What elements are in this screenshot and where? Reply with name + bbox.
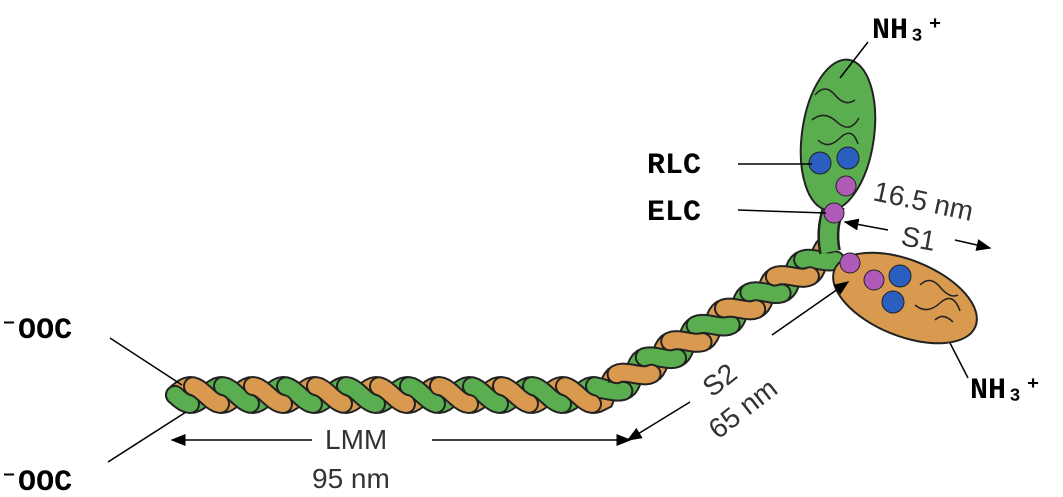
- label: S1: [899, 220, 938, 256]
- head-green: [799, 58, 877, 255]
- label: ELC: [647, 196, 701, 230]
- label: 95 nm: [312, 463, 390, 494]
- head-orange: [832, 251, 978, 345]
- helix-strand: [167, 250, 844, 412]
- helix-strand: [185, 267, 818, 412]
- label: LMM: [325, 424, 387, 455]
- label: ⁻OOC: [0, 466, 72, 497]
- label: ⁻OOC: [0, 314, 72, 348]
- annotations: [107, 41, 992, 463]
- label: NH₃⁺: [970, 374, 1042, 408]
- label: 16.5 nm: [871, 176, 976, 227]
- coiled-coil-tail: [165, 235, 846, 414]
- label: RLC: [647, 149, 701, 183]
- label: NH₃⁺: [872, 14, 944, 48]
